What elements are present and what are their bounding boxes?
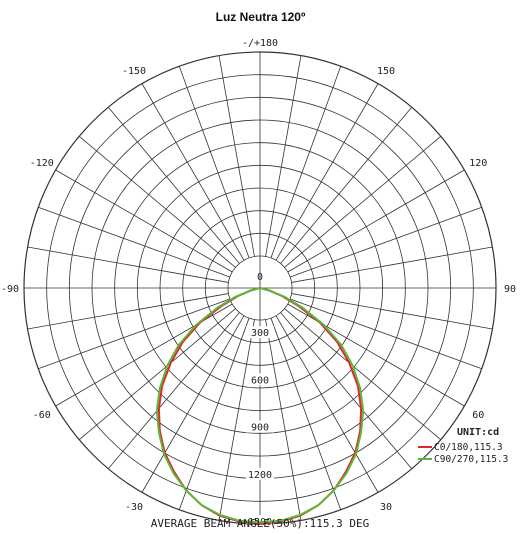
- grid-spoke: [38, 298, 231, 370]
- tick-label-bg: [246, 373, 274, 386]
- tick-label-bg: [246, 326, 274, 339]
- grid-spoke: [218, 319, 255, 521]
- angle-label: -90: [1, 284, 19, 295]
- angle-label: 30: [380, 502, 392, 513]
- grid-spoke: [287, 169, 465, 273]
- grid-spoke: [107, 106, 240, 264]
- angle-label: 0: [257, 272, 263, 283]
- angle-labels: -/+180-150 150-120 120-90 90-60 60-30 300: [1, 38, 516, 513]
- grid-spoke: [55, 169, 233, 273]
- grid-spoke: [289, 206, 482, 278]
- grid-spoke: [218, 55, 255, 257]
- grid-spoke: [78, 308, 236, 441]
- grid-spoke: [107, 312, 240, 470]
- grid-spoke: [178, 317, 250, 510]
- grid-spoke: [178, 66, 250, 259]
- radial-tick-label: 900: [251, 423, 269, 434]
- grid-spoke: [27, 293, 229, 330]
- grid-spoke: [78, 135, 236, 268]
- grid-spoke: [291, 293, 493, 330]
- tick-label-bg: [246, 467, 274, 480]
- grid-spoke: [280, 106, 413, 264]
- grid-spoke: [275, 83, 379, 261]
- grid-spoke: [141, 83, 245, 261]
- legend-label: C0/180,115.3: [434, 442, 503, 453]
- radial-tick-label: 600: [251, 375, 269, 386]
- beam-angle-caption: AVERAGE BEAM ANGLE(50%):115.3 DEG: [151, 517, 370, 530]
- angle-label: -/+180: [242, 38, 278, 49]
- grid-spoke: [270, 66, 342, 259]
- grid-spoke: [38, 206, 231, 278]
- grid-spoke: [291, 246, 493, 283]
- radial-tick-label: 300: [251, 328, 269, 339]
- grid-spoke: [265, 319, 302, 521]
- chart-title: Luz Neutra 120º: [215, 10, 306, 24]
- grid-spoke: [141, 315, 245, 493]
- angle-label: -60: [33, 410, 51, 421]
- angle-label: 60: [472, 410, 484, 421]
- grid-spoke: [284, 308, 442, 441]
- angle-label: 120: [469, 158, 487, 169]
- angle-label: -120: [30, 158, 54, 169]
- grid-spoke: [27, 246, 229, 283]
- intensity-curves: [155, 287, 365, 525]
- polar-grid: [23, 51, 497, 525]
- grid-spoke: [275, 315, 379, 493]
- radial-tick-label: 1200: [248, 470, 272, 481]
- grid-spoke: [265, 55, 302, 257]
- unit-label: UNIT:cd: [457, 427, 499, 438]
- legend-label: C90/270,115.3: [434, 454, 508, 465]
- angle-label: -150: [122, 66, 146, 77]
- grid-spoke: [280, 312, 413, 470]
- grid-spoke: [289, 298, 482, 370]
- angle-label: -30: [125, 502, 143, 513]
- grid-spoke: [284, 135, 442, 268]
- series-curve: [157, 287, 363, 525]
- angle-label: 150: [377, 66, 395, 77]
- angle-label: 90: [504, 284, 516, 295]
- tick-label-bg: [246, 420, 274, 433]
- grid-spoke: [270, 317, 342, 510]
- series-curve: [155, 287, 365, 524]
